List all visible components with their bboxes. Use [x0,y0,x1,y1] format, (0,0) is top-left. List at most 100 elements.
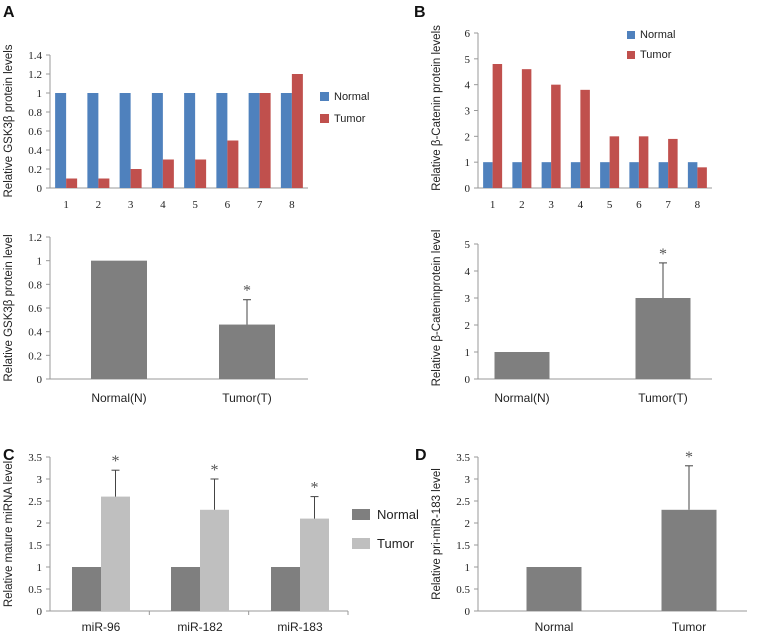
bar-normal [72,567,101,611]
significance-star: * [112,453,120,470]
y-tick-label: 0.6 [28,303,42,315]
y-tick-label: 1.2 [28,69,42,81]
x-tick-label: 1 [490,199,496,211]
y-tick-label: 2.5 [28,496,42,508]
y-tick-label: 4 [465,266,471,278]
legend-swatch [320,114,329,123]
y-tick-label: 1 [465,157,471,169]
legend-label: Normal [334,91,369,103]
y-axis-label: Relative GSK3β protein levels [3,44,15,197]
y-tick-label: 1.5 [456,540,470,552]
bar-normal [171,567,200,611]
x-tick-label: 7 [665,199,671,211]
x-tick-label: 3 [128,199,134,211]
bar-normal [541,162,552,188]
y-tick-label: 5 [465,239,471,251]
chart-b-bottom: 0 1 2 3 4 5 Relative β-Cateninprotein level Nor… [431,230,712,405]
bar-tumor [300,518,329,611]
x-tick-label: 6 [636,199,642,211]
bar-normal [248,93,260,188]
legend-label: Tumor [377,536,415,551]
bar-normal [87,93,99,188]
bar [494,352,550,379]
legend-swatch [352,509,370,520]
y-tick-label: 3 [465,106,471,118]
x-tick-label: 2 [96,199,102,211]
y-tick-label: 0.6 [28,126,42,138]
legend-label: Tumor [640,49,672,61]
y-tick-label: 0 [465,374,471,386]
legend-label: Tumor [334,113,366,125]
y-tick-label: 0 [465,606,471,618]
x-tick-label: 7 [257,199,263,211]
y-tick-label: 0.4 [28,327,42,339]
y-tick-label: 1.2 [28,232,42,244]
y-axis-label: Relative GSK3β protein level [3,234,15,381]
y-tick-label: 4 [465,80,471,92]
x-tick-label: 6 [225,199,231,211]
y-tick-label: 2 [465,518,471,530]
bar-tumor [580,89,590,188]
bar [661,509,717,611]
y-tick-label: 1 [465,347,471,359]
panel-label: A [3,4,15,21]
x-tick-label: 5 [607,199,613,211]
legend-swatch [627,51,635,59]
bar-tumor [638,136,649,188]
bar-tumor [521,69,532,188]
bar-normal [151,93,163,188]
y-tick-label: 2 [37,518,43,530]
x-tick-label: Normal(N) [91,391,146,405]
bar-tumor [291,74,303,188]
chart-d: 0 0.5 1 1.5 2 2.5 3 3.5 Relative pri-miR-183 lev… [415,447,747,633]
y-tick-label: 1 [465,562,471,574]
bar-tumor [609,136,620,188]
y-tick-label: 3 [37,474,43,486]
y-tick-label: 0 [465,183,471,195]
x-tick-label: 2 [519,199,525,211]
bar-normal [271,567,300,611]
y-tick-label: 1 [37,88,43,100]
bar-tumor [101,496,130,611]
bar-normal [512,162,522,188]
bar-normal [570,162,581,188]
y-tick-label: 3 [465,474,471,486]
bar [526,567,582,611]
y-tick-label: 1.5 [28,540,42,552]
panel-label: D [415,447,427,464]
bar [219,324,275,379]
bar-tumor [200,509,229,611]
panel-label: C [3,447,15,464]
bar-tumor [259,93,271,188]
x-tick-label: miR-96 [82,620,121,633]
bar-tumor [66,178,78,188]
chart-c: 0 0.5 1 1.5 2 2.5 3 3.5 Relative mature miRNA le… [3,447,419,633]
legend-label: Normal [377,507,419,522]
significance-star: * [685,449,693,466]
x-tick-label: miR-183 [277,620,323,633]
y-tick-label: 0.8 [28,107,42,119]
bar-normal [483,162,493,188]
bar-tumor [492,64,503,188]
bar-normal [629,162,639,188]
bar-tumor [551,84,561,188]
legend-label: Normal [640,29,675,41]
x-tick-label: 1 [63,199,69,211]
bar-tumor [697,167,707,188]
y-axis-label: Relative β-Catenin protein levels [431,25,443,191]
y-tick-label: 2 [465,131,471,143]
y-tick-label: 1.4 [28,50,42,62]
x-tick-label: Tumor(T) [222,391,272,405]
bar-normal [658,162,669,188]
y-tick-label: 5 [465,54,471,66]
significance-star: * [243,283,251,300]
bar-tumor [98,178,110,188]
y-tick-label: 0 [37,374,43,386]
x-tick-label: Tumor [672,620,706,633]
y-tick-label: 3.5 [456,452,470,464]
x-tick-label: miR-182 [177,620,223,633]
legend-swatch [352,538,370,549]
significance-star: * [311,480,319,497]
chart-a-top: 0 0.2 0.4 0.6 0.8 1 1.2 1.4 Relative GSK3β prote… [3,4,369,211]
y-tick-label: 0 [37,606,43,618]
